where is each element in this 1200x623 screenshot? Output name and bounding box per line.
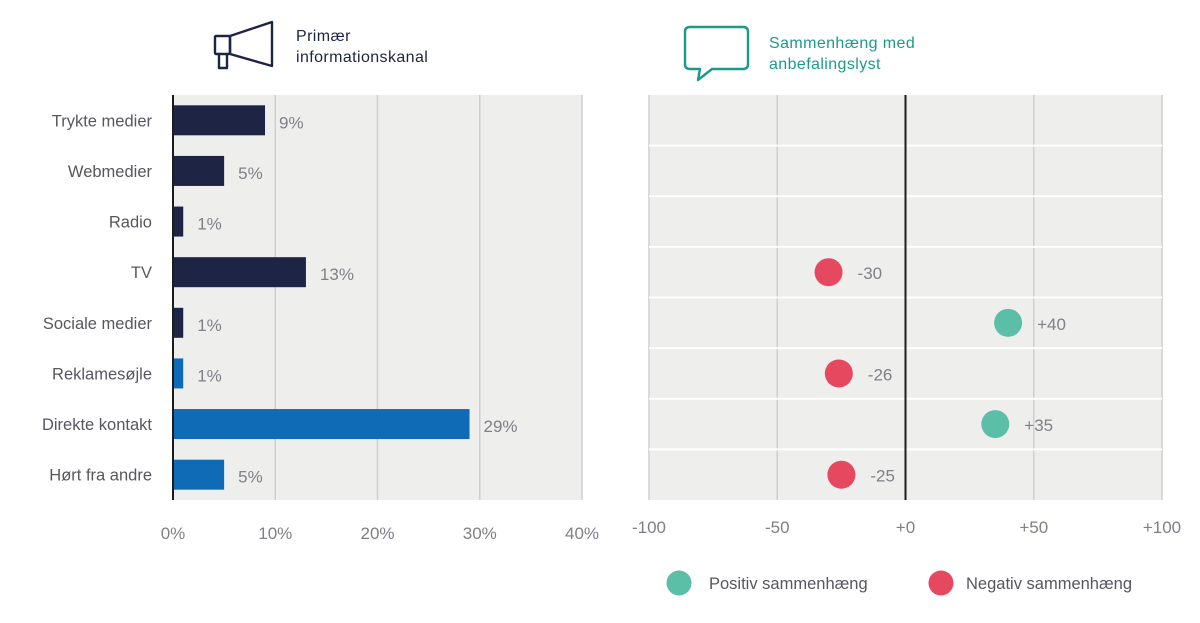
scatter-point-label: +40 bbox=[1037, 315, 1066, 334]
bar-value-label: 1% bbox=[197, 215, 222, 234]
bar-x-tick-label: 0% bbox=[161, 524, 186, 543]
megaphone-icon bbox=[213, 20, 274, 70]
category-label: TV bbox=[131, 264, 152, 282]
scatter-chart-recommendation: -100 -50 +0 +50 +100 -30 +40 -26 +35 -25 bbox=[632, 95, 1181, 537]
scatter-x-tick-label: +100 bbox=[1143, 518, 1181, 537]
legend-marker-negative bbox=[928, 570, 954, 596]
legend: Positiv sammenhæng Negativ sammenhæng bbox=[666, 570, 1132, 596]
scatter-x-tick-label: +50 bbox=[1019, 518, 1048, 537]
left-panel-title-line2: informationskanal bbox=[296, 49, 428, 66]
bar-x-tick-label: 20% bbox=[360, 524, 394, 543]
scatter-point-negative bbox=[827, 460, 856, 489]
bar-x-tick-label: 10% bbox=[258, 524, 292, 543]
bar bbox=[173, 307, 184, 338]
bar-x-tick-label: 40% bbox=[565, 524, 599, 543]
left-panel-title-line1: Primær bbox=[296, 28, 351, 45]
category-label: Hørt fra andre bbox=[49, 467, 152, 485]
bar bbox=[173, 257, 306, 288]
speech-bubble-icon bbox=[683, 25, 750, 82]
bar bbox=[173, 409, 470, 440]
scatter-x-tick-label: -50 bbox=[765, 518, 790, 537]
scatter-point-label: -26 bbox=[868, 365, 893, 384]
scatter-x-tick-label: +0 bbox=[896, 518, 915, 537]
bar-value-label: 9% bbox=[279, 113, 304, 132]
bar-x-tick-label: 30% bbox=[463, 524, 497, 543]
category-label: Trykte medier bbox=[52, 112, 153, 130]
legend-marker-positive bbox=[666, 570, 692, 596]
bar bbox=[173, 155, 225, 186]
bar-value-label: 1% bbox=[197, 316, 222, 335]
scatter-point-positive bbox=[994, 308, 1023, 337]
category-label: Radio bbox=[109, 214, 152, 232]
bar-chart-primary-channel: 0% 10% 20% 30% 40% Trykte medier 9% Webmedier 5%… bbox=[42, 95, 599, 543]
scatter-point-label: -30 bbox=[858, 264, 883, 283]
bar bbox=[173, 459, 225, 490]
legend-label: Positiv sammenhæng bbox=[709, 575, 868, 593]
scatter-point-label: -25 bbox=[870, 467, 895, 486]
bar bbox=[173, 206, 184, 237]
scatter-point-label: +35 bbox=[1024, 416, 1053, 435]
bar-value-label: 29% bbox=[484, 417, 518, 436]
category-label: Direkte kontakt bbox=[42, 416, 152, 434]
right-panel-title-line2: anbefalingslyst bbox=[769, 56, 881, 73]
category-label: Webmedier bbox=[68, 163, 153, 181]
bar-value-label: 5% bbox=[238, 468, 263, 487]
bar bbox=[173, 105, 266, 136]
bar bbox=[173, 358, 184, 389]
scatter-point-negative bbox=[814, 258, 843, 287]
category-label: Sociale medier bbox=[43, 315, 153, 333]
legend-label: Negativ sammenhæng bbox=[966, 575, 1132, 593]
bar-value-label: 1% bbox=[197, 366, 222, 385]
bar-value-label: 13% bbox=[320, 265, 354, 284]
right-panel-title-line1: Sammenhæng med bbox=[769, 35, 915, 52]
category-label: Reklamesøjle bbox=[52, 365, 152, 383]
scatter-point-negative bbox=[824, 359, 853, 388]
scatter-point-positive bbox=[981, 410, 1010, 439]
bar-value-label: 5% bbox=[238, 164, 263, 183]
scatter-x-tick-label: -100 bbox=[632, 518, 666, 537]
